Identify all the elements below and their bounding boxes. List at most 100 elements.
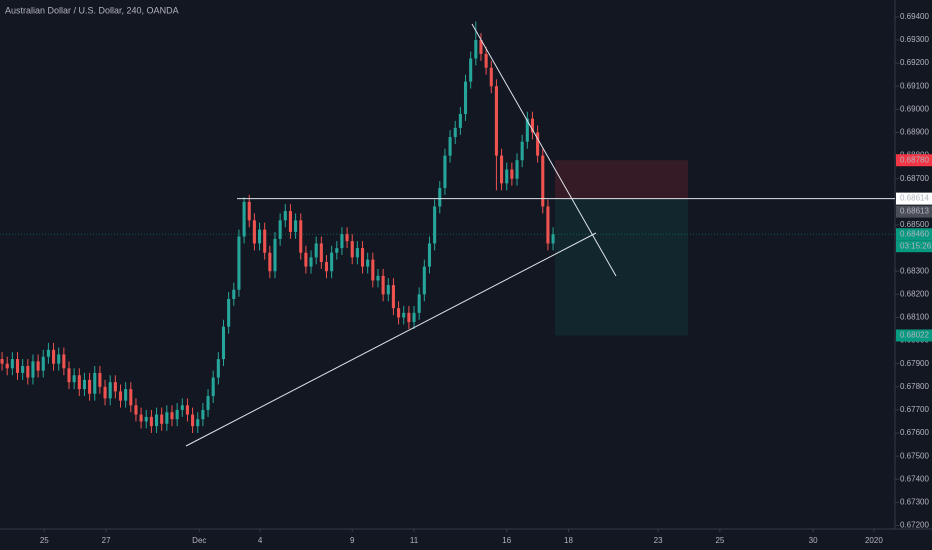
candle-body (350, 241, 354, 258)
candle-body (57, 354, 61, 364)
price-label-box (896, 329, 932, 342)
candle-body (299, 220, 303, 253)
candle-body (407, 312, 411, 323)
candle-body (118, 391, 123, 401)
candle-body (149, 416, 153, 427)
candle-body (103, 386, 107, 399)
candle-body (510, 169, 514, 179)
candle-body (330, 252, 334, 272)
candles (0, 21, 555, 434)
candle-body (82, 379, 86, 390)
candle-body (237, 236, 241, 290)
candle-body (304, 252, 308, 267)
candle-body (273, 238, 277, 272)
candle-body (88, 379, 92, 394)
candle-body (376, 275, 380, 281)
candle-body (46, 349, 50, 357)
candle-body (463, 81, 468, 114)
candle-body (124, 389, 128, 401)
y-tick-label: 0.69300 (900, 35, 929, 44)
candle-body (196, 419, 200, 427)
y-tick-label: 0.67700 (900, 405, 929, 414)
x-tick-label: 25 (40, 536, 49, 545)
y-tick-label: 0.69400 (900, 12, 929, 21)
candle-body (422, 266, 426, 295)
x-tick-label: 25 (715, 536, 724, 545)
y-tick-label: 0.67200 (900, 521, 929, 530)
candle-body (175, 409, 179, 420)
candle-body (134, 405, 138, 415)
candle-body (520, 141, 524, 161)
candle-body (536, 132, 540, 156)
candle-body (170, 412, 174, 420)
candle-body (453, 127, 457, 138)
candle-body (458, 113, 462, 128)
candle-body (165, 412, 169, 424)
candle-body (98, 372, 102, 387)
candle-body (438, 187, 442, 207)
candle-body (340, 234, 344, 249)
y-tick-label: 0.69100 (900, 81, 929, 90)
candle-body (479, 39, 483, 54)
candle-body (26, 365, 30, 378)
candle-body (211, 377, 215, 397)
candle-body (283, 211, 287, 221)
candle-body (355, 248, 359, 258)
candle-body (41, 356, 45, 371)
candle-body (10, 359, 14, 369)
x-tick-label: 11 (410, 536, 419, 545)
countdown-box (896, 240, 932, 253)
candle-body (77, 375, 81, 390)
price-label: 0.68613 (900, 207, 929, 216)
candle-body (93, 372, 97, 394)
candle-body (201, 409, 205, 420)
candle-body (309, 257, 313, 267)
candle-body (402, 312, 406, 318)
candle-body (433, 206, 437, 244)
candle-body (489, 67, 493, 87)
y-tick-label: 0.67400 (900, 474, 929, 483)
candle-body (216, 359, 220, 378)
y-tick-label: 0.67800 (900, 382, 929, 391)
candle-body (505, 169, 509, 184)
candle-body (417, 294, 421, 313)
x-tick-label: Dec (192, 536, 206, 545)
y-tick-label: 0.68500 (900, 220, 929, 229)
y-tick-label: 0.68200 (900, 289, 929, 298)
y-tick-label: 0.68100 (900, 313, 929, 322)
candle-body (546, 206, 550, 244)
candle-body (427, 243, 432, 267)
price-label: 0.68614 (900, 194, 929, 203)
y-tick-label: 0.67300 (900, 498, 929, 507)
y-tick-label: 0.69000 (900, 104, 929, 113)
x-tick-label: 4 (258, 536, 263, 545)
y-tick-label: 0.68700 (900, 174, 929, 183)
candle-body (144, 416, 148, 422)
candle-body (113, 382, 117, 392)
stop-zone (555, 160, 688, 199)
candle-body (67, 368, 71, 383)
candle-body (530, 118, 535, 133)
chart-title: Australian Dollar / U.S. Dollar, 240, OA… (5, 5, 179, 15)
trend-line (185, 232, 597, 447)
candle-body (381, 275, 385, 295)
candle-body (551, 234, 555, 244)
candle-body (242, 201, 246, 237)
candle-body (335, 248, 339, 253)
candle-body (541, 155, 545, 207)
axis: 0.69400 0.69300 0.69200 0.69100 0.69000 0.689… (40, 12, 932, 545)
x-tick-label: 16 (502, 536, 511, 545)
price-label-box (896, 192, 932, 205)
candle-body (0, 359, 4, 364)
target-zone (555, 198, 688, 336)
x-tick-label: 27 (102, 536, 111, 545)
candle-body (319, 243, 323, 262)
candle-body (366, 259, 370, 267)
candle-body (314, 243, 318, 258)
drawings (185, 23, 895, 447)
candle-body (371, 259, 375, 281)
candle-body (443, 155, 447, 188)
price-label-box (896, 228, 932, 241)
candle-body (232, 289, 236, 299)
